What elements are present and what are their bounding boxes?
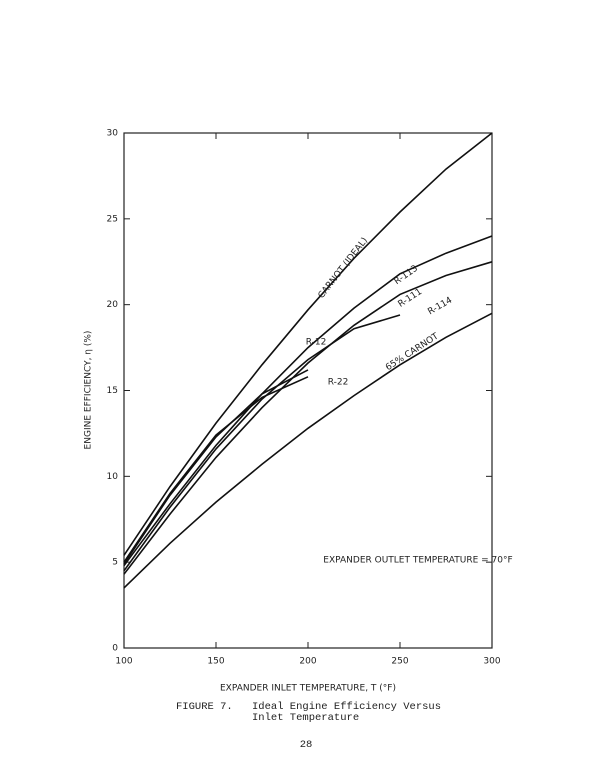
- y-tick-label: 10: [107, 472, 119, 482]
- series-label: 65% CARNOT: [384, 331, 441, 373]
- series-label: R-114: [426, 295, 454, 317]
- series-label: R-22: [328, 378, 349, 388]
- series-label: R-113: [393, 264, 420, 287]
- series-line: [123, 132, 493, 556]
- x-tick-label: 300: [483, 657, 500, 667]
- y-tick-label: 25: [107, 214, 118, 224]
- series-label: CARNOT (IDEAL): [317, 236, 371, 301]
- y-axis-label: ENGINE EFFICIENCY, η (%): [84, 331, 94, 450]
- y-tick-label: 15: [107, 386, 118, 396]
- series-line: [123, 376, 309, 563]
- y-tick-label: 20: [107, 300, 119, 310]
- series-line: [123, 369, 309, 565]
- y-tick-label: 0: [112, 644, 118, 654]
- x-tick-label: 200: [299, 657, 316, 667]
- y-tick-label: 5: [112, 558, 118, 568]
- y-tick-label: 30: [107, 129, 119, 139]
- caption-text: Ideal Engine Efficiency Versus Inlet Temp…: [252, 701, 441, 724]
- annotation: EXPANDER OUTLET TEMPERATURE = 70°F: [323, 556, 512, 566]
- series-line: [123, 312, 493, 589]
- page-number: 28: [300, 739, 313, 751]
- plot-frame: [123, 132, 493, 649]
- caption-label: FIGURE 7.: [176, 701, 233, 713]
- series-label: R-12: [306, 338, 327, 348]
- x-axis-label: EXPANDER INLET TEMPERATURE, T (°F): [220, 684, 396, 694]
- x-tick-label: 250: [391, 657, 408, 667]
- series-line: [123, 261, 493, 575]
- x-tick-label: 100: [115, 657, 132, 667]
- series-line: [123, 235, 493, 567]
- x-tick-label: 150: [207, 657, 224, 667]
- series-line: [123, 314, 401, 572]
